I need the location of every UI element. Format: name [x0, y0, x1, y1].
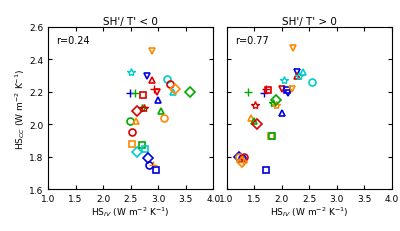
Title: SH'/ T' > 0: SH'/ T' > 0 — [282, 17, 337, 27]
Y-axis label: HS$_{CC}$ (W m$^{-2}$ K$^{-1}$): HS$_{CC}$ (W m$^{-2}$ K$^{-1}$) — [14, 68, 27, 149]
Title: SH'/ T' < 0: SH'/ T' < 0 — [103, 17, 158, 27]
X-axis label: HS$_{IV}$ (W m$^{-2}$ K$^{-1}$): HS$_{IV}$ (W m$^{-2}$ K$^{-1}$) — [270, 205, 349, 219]
X-axis label: HS$_{IV}$ (W m$^{-2}$ K$^{-1}$): HS$_{IV}$ (W m$^{-2}$ K$^{-1}$) — [91, 205, 170, 219]
Text: r=0.24: r=0.24 — [56, 36, 90, 46]
Text: r=0.77: r=0.77 — [235, 36, 269, 46]
